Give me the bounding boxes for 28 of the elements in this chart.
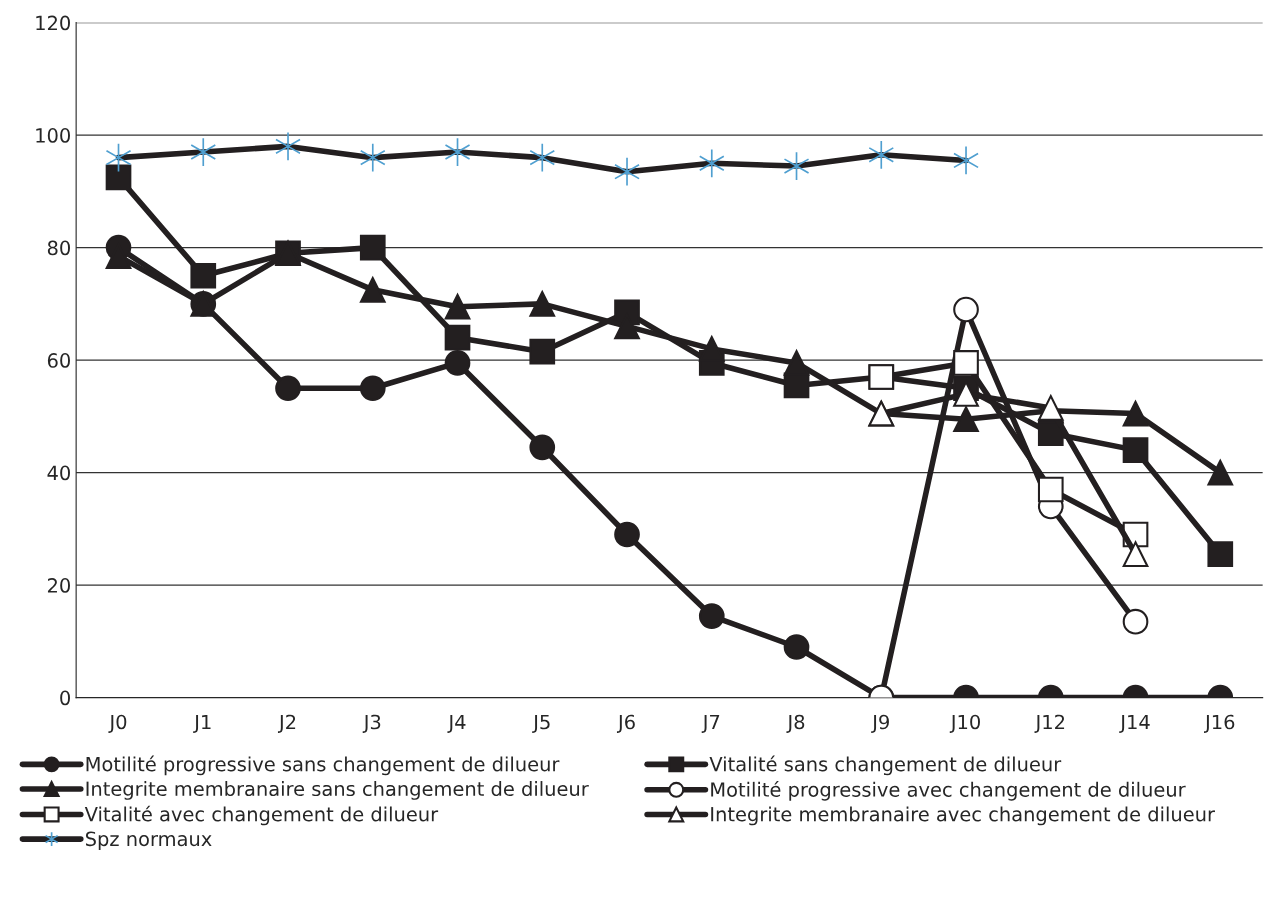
x-tick-label: J7: [701, 714, 720, 733]
legend-label: Spz normaux: [85, 831, 212, 850]
y-tick-label: 60: [47, 353, 70, 368]
x-tick-label: J14: [1119, 714, 1150, 733]
x-tick-label: J9: [871, 714, 889, 733]
x-tick-label: J12: [1034, 714, 1065, 733]
legend-label: Motilité progressive sans changement de dilueur: [86, 755, 560, 776]
y-tick-label: 20: [47, 578, 70, 593]
legend-label: Vitalité sans changement de dilueur: [709, 755, 1062, 776]
x-tick-label: J10: [949, 714, 980, 733]
x-tick-label: J5: [532, 714, 550, 733]
x-tick-label: J16: [1204, 714, 1235, 733]
x-tick-label: J2: [277, 714, 296, 733]
legend-label: Integrite membranaire sans changement de dilueur: [86, 781, 589, 800]
y-tick-label: 0: [60, 690, 70, 706]
y-tick-label: 120: [36, 15, 70, 31]
y-tick-label: 80: [47, 240, 70, 256]
legend-label: Vitalité avec changement de dilueur: [84, 805, 439, 826]
legend-label: Motilité progressive avec changement de dilueur: [711, 781, 1186, 801]
x-tick-label: J3: [362, 714, 381, 733]
x-tick-label: J6: [616, 714, 635, 733]
y-tick-label: 40: [47, 465, 70, 481]
legend-label: Integrite membranaire avec changement de dilueur: [711, 806, 1215, 826]
y-tick-label: 100: [36, 128, 70, 143]
x-tick-label: J1: [193, 714, 211, 733]
x-tick-label: J0: [108, 714, 127, 733]
x-tick-label: J8: [786, 714, 805, 733]
x-tick-label: J4: [447, 714, 466, 733]
